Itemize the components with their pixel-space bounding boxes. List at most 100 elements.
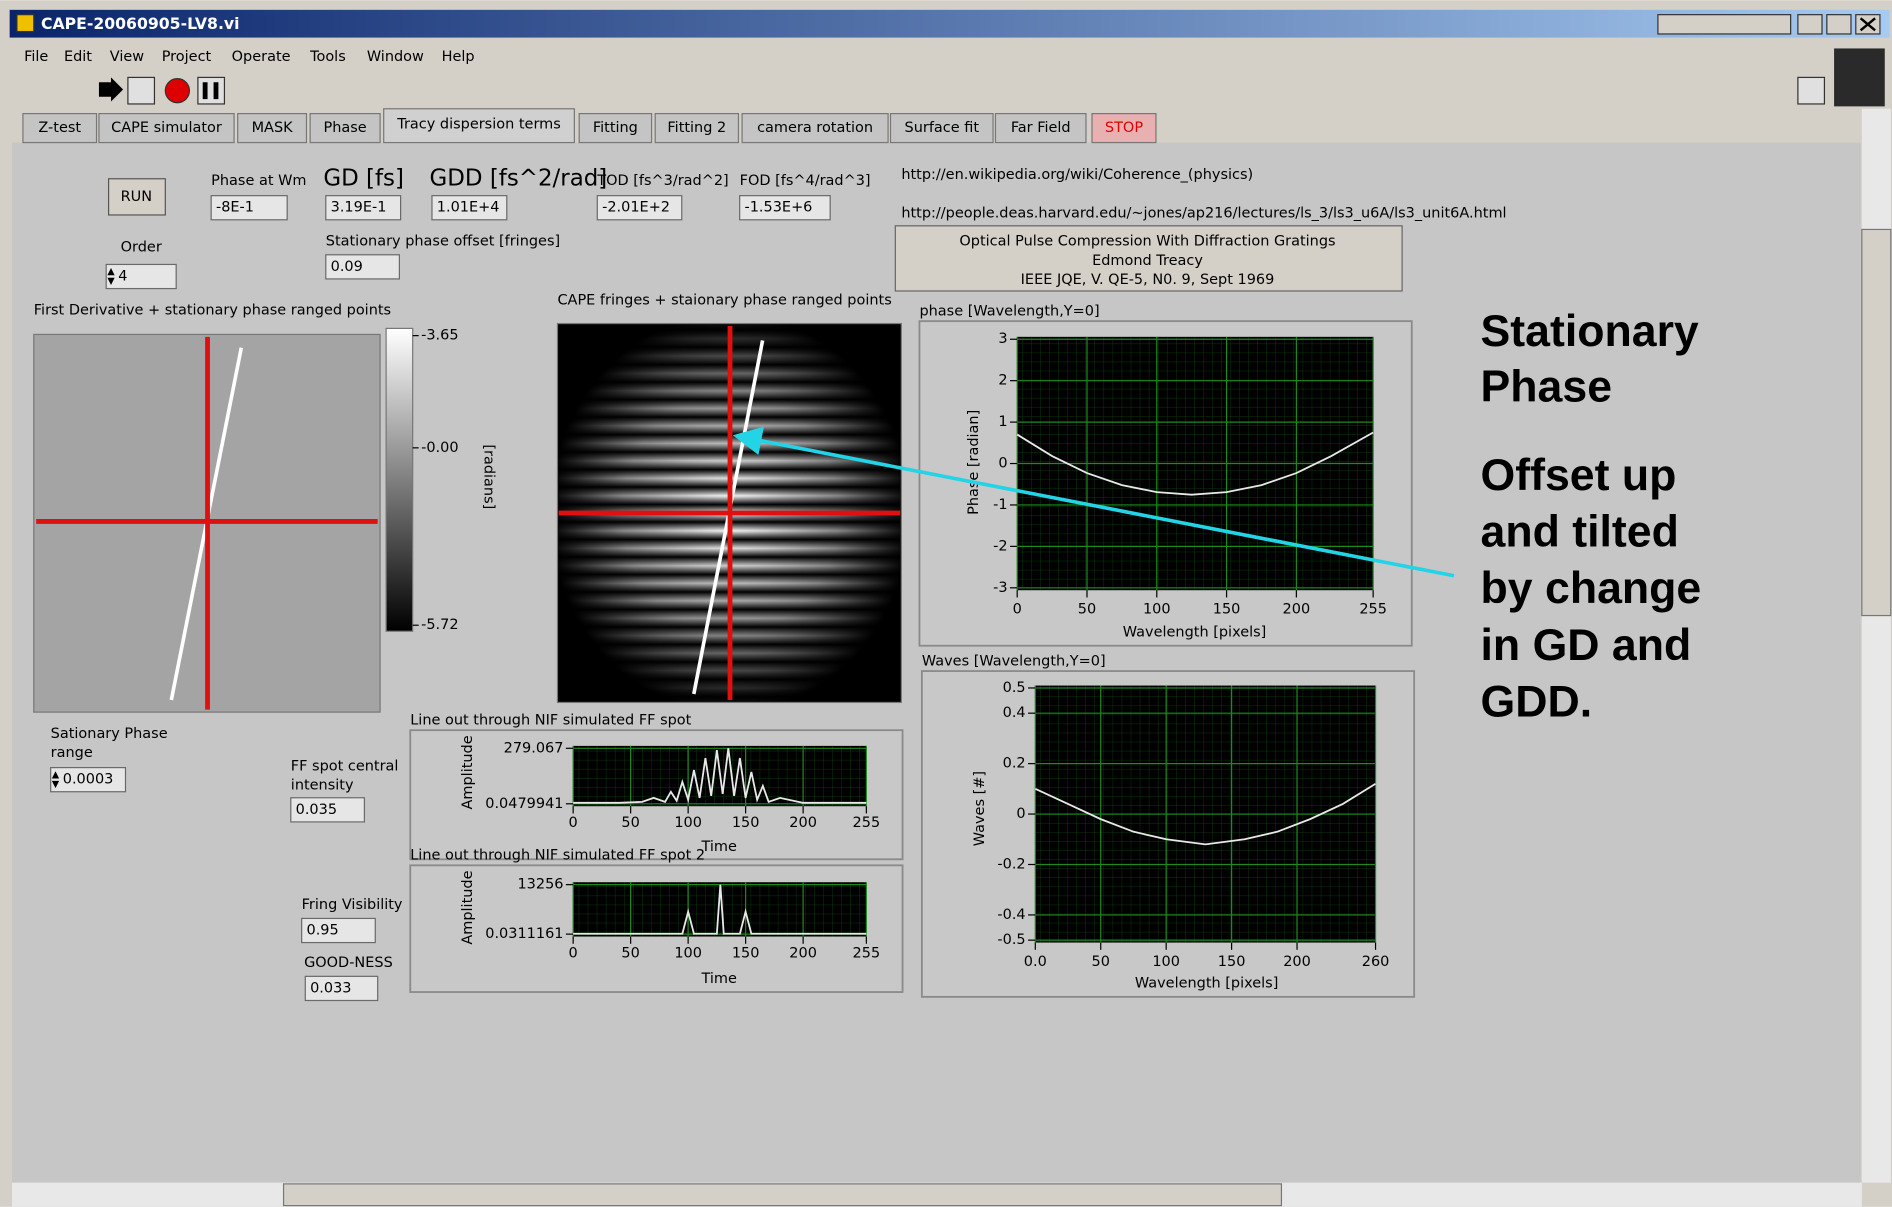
x-tick-label: 100 xyxy=(674,815,702,831)
tab-label[interactable]: camera rotation xyxy=(757,120,873,136)
window-title: CAPE-20060905-LV8.vi xyxy=(41,14,239,33)
control-value[interactable]: 0.09 xyxy=(331,259,363,275)
control-value[interactable]: -1.53E+6 xyxy=(744,200,812,216)
menu-item[interactable]: Window xyxy=(367,49,424,65)
control-box[interactable] xyxy=(106,264,176,288)
y-tick-label: 0.5 xyxy=(1003,680,1026,696)
tab-label[interactable]: STOP xyxy=(1105,120,1143,136)
menu-item[interactable]: Help xyxy=(442,49,475,65)
link[interactable]: http://en.wikipedia.org/wiki/Coherence_(… xyxy=(901,167,1253,183)
annotation-body: GDD. xyxy=(1481,678,1593,727)
chart: Waves [Wavelength,Y=0]0.0501001502002600… xyxy=(922,653,1414,996)
control-value[interactable]: 0.033 xyxy=(310,980,351,996)
x-axis-label: Wavelength [pixels] xyxy=(1135,976,1279,992)
tab-label[interactable]: Fitting xyxy=(593,120,638,136)
x-tick-label: 200 xyxy=(789,945,817,961)
left-image xyxy=(34,334,380,712)
app-icon xyxy=(17,15,34,32)
control-label: intensity xyxy=(291,778,354,794)
chart-title: Line out through NIF simulated FF spot 2 xyxy=(410,848,705,864)
y-tick-label: -1 xyxy=(993,497,1007,513)
y-tick-label: 0.4 xyxy=(1003,705,1026,721)
x-tick-label: 200 xyxy=(1283,954,1311,970)
x-tick-label: 150 xyxy=(732,945,760,961)
y-tick-label: -0.5 xyxy=(997,932,1025,948)
control-value[interactable]: -2.01E+2 xyxy=(602,200,670,216)
y-axis-label: Amplitude xyxy=(460,735,476,809)
reference-line[interactable]: IEEE JQE, V. QE-5, N0. 9, Sept 1969 xyxy=(1021,272,1275,288)
run-continuous[interactable] xyxy=(128,77,155,104)
control-label: GOOD-NESS xyxy=(304,955,393,971)
control-label: Sationary Phase xyxy=(51,726,168,742)
tab-label[interactable]: Tracy dispersion terms xyxy=(396,116,561,132)
y-tick-label: 0.0311161 xyxy=(485,926,563,942)
link[interactable]: http://people.deas.harvard.edu/~jones/ap… xyxy=(901,206,1506,222)
tab-label[interactable]: Z-test xyxy=(38,120,81,136)
reference-line[interactable]: Optical Pulse Compression With Diffracti… xyxy=(959,234,1335,250)
annotation-body: in GD and xyxy=(1481,621,1692,670)
control-label: Phase at Wm xyxy=(211,173,306,189)
x-tick-label: 50 xyxy=(621,945,639,961)
abort-button[interactable] xyxy=(165,79,189,103)
control-label: FF spot central xyxy=(291,758,399,774)
x-tick-label: 0 xyxy=(569,815,578,831)
menu-item[interactable]: View xyxy=(110,49,145,65)
control-value[interactable]: -8E-1 xyxy=(216,200,254,216)
control-label: Fring Visibility xyxy=(302,897,403,913)
y-tick-label: 2 xyxy=(998,373,1007,389)
control-label: Stationary phase offset [fringes] xyxy=(326,234,560,250)
x-tick-label: 255 xyxy=(853,945,881,961)
chart: phase [Wavelength,Y=0]050100150200255321… xyxy=(919,303,1411,645)
tab-label[interactable]: Phase xyxy=(323,120,366,136)
button-label[interactable]: RUN xyxy=(121,189,152,205)
tab-label[interactable]: MASK xyxy=(252,120,294,136)
menu-item[interactable]: Operate xyxy=(232,49,291,65)
y-axis-label: Phase [radian] xyxy=(966,410,982,515)
colorbar-tick-label: -5.72 xyxy=(421,617,458,633)
v-scroll-thumb[interactable] xyxy=(1862,229,1891,615)
help-button[interactable] xyxy=(1798,77,1825,104)
colorbar-tick-label: -0.00 xyxy=(421,440,458,456)
maximize-button[interactable] xyxy=(1827,15,1851,34)
x-tick-label: 255 xyxy=(1359,602,1387,618)
control-value[interactable]: 1.01E+4 xyxy=(437,200,500,216)
minimize-button[interactable] xyxy=(1798,15,1822,34)
x-tick-label: 50 xyxy=(1078,602,1096,618)
control-label: GDD [fs^2/rad] xyxy=(430,165,608,191)
tab-label[interactable]: Fitting 2 xyxy=(667,120,726,136)
annotation-body: by change xyxy=(1481,564,1702,613)
y-tick-label: 279.067 xyxy=(504,740,564,756)
menu-item[interactable]: Tools xyxy=(309,49,346,65)
x-tick-label: 0 xyxy=(569,945,578,961)
tab-label[interactable]: CAPE simulator xyxy=(111,120,222,136)
control-value[interactable]: 0.035 xyxy=(296,802,337,818)
menu-item[interactable]: Edit xyxy=(64,49,92,65)
control-label: GD [fs] xyxy=(323,165,404,191)
y-tick-label: 3 xyxy=(998,331,1007,347)
menu-item[interactable]: Project xyxy=(162,49,212,65)
window-buttons[interactable] xyxy=(1658,15,1880,34)
x-tick-label: 0.0 xyxy=(1024,954,1047,970)
colorbar-tick-label: -3.65 xyxy=(421,328,458,344)
fringe-image xyxy=(557,324,901,703)
colorbar xyxy=(386,328,413,631)
reference-line[interactable]: Edmond Treacy xyxy=(1092,253,1203,269)
image-title: First Derivative + stationary phase rang… xyxy=(34,302,391,318)
y-tick-label: 0.2 xyxy=(1003,756,1026,772)
annotation-heading: Stationary xyxy=(1481,307,1699,356)
h-scroll-thumb[interactable] xyxy=(284,1184,1282,1206)
x-tick-label: 100 xyxy=(1152,954,1180,970)
window: CAPE-20060905-LV8.vi File Edit View Project… xyxy=(0,0,1892,1207)
menu-item[interactable]: File xyxy=(24,49,48,65)
title-bar xyxy=(10,10,1890,38)
pause-button[interactable] xyxy=(198,77,225,104)
tab-label[interactable]: Surface fit xyxy=(905,120,980,136)
run-button[interactable]: RUN xyxy=(109,179,166,215)
control-value[interactable]: 0.95 xyxy=(306,922,338,938)
control-label: Order xyxy=(121,240,162,256)
control-value[interactable]: 4 xyxy=(118,269,127,285)
tab-label[interactable]: Far Field xyxy=(1011,120,1071,136)
control-value[interactable]: 0.0003 xyxy=(63,772,114,788)
control-value[interactable]: 3.19E-1 xyxy=(331,200,387,216)
x-tick-label: 260 xyxy=(1362,954,1390,970)
